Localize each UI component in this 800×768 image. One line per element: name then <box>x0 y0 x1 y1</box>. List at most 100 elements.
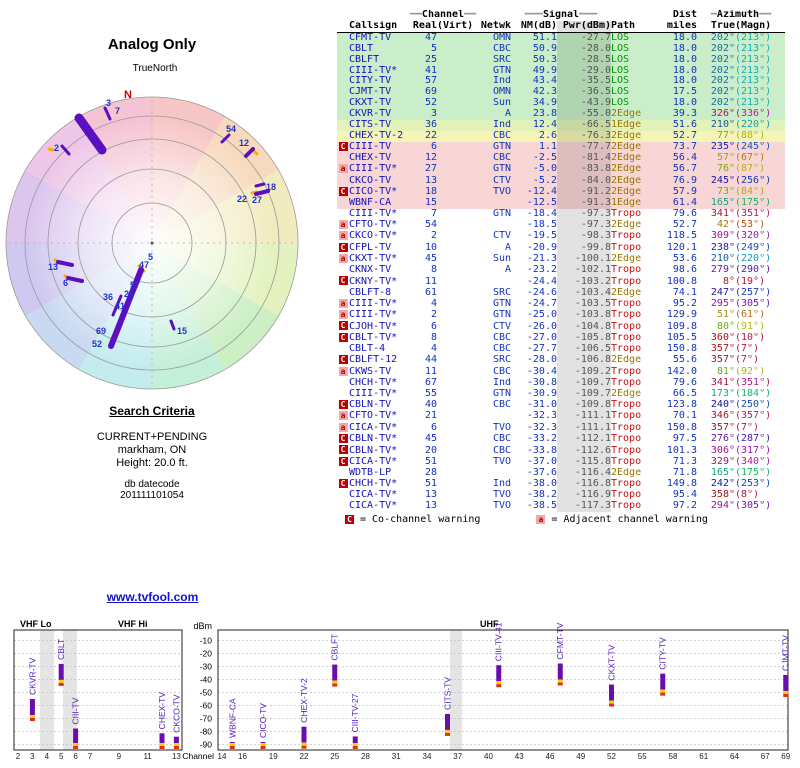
magnetic-azimuth-cell: (351°) <box>735 208 786 220</box>
magnetic-azimuth-cell: (256°) <box>735 175 786 187</box>
callsign-cell: CIII-TV* <box>349 208 409 220</box>
warning-cell: C <box>337 399 349 412</box>
adjacent-channel-warning-icon: a <box>338 422 348 432</box>
bar-callsign-label: CITS-TV <box>443 677 453 710</box>
magnetic-azimuth-cell: (53°) <box>735 219 786 232</box>
signal-bar-tip-yellow <box>352 743 358 746</box>
pwr-dbm-cell: -28.0 <box>557 43 611 55</box>
bar-callsign-label: CBLFT <box>330 634 340 661</box>
real-channel-cell: 52 <box>409 98 437 110</box>
warning-cell: C <box>337 332 349 345</box>
tvfool-link[interactable]: www.tvfool.com <box>106 590 199 604</box>
table-header-row-1: ━━Channel━━ ━━━Signal━━━ Dist ━Azimuth━━ <box>337 10 785 21</box>
virtual-channel-cell <box>437 433 477 446</box>
magnetic-azimuth-cell: (67°) <box>735 153 786 165</box>
callsign-cell: CKXT-TV* <box>349 253 409 266</box>
real-channel-cell: 13 <box>409 490 437 502</box>
radar-signal-marker <box>220 133 231 144</box>
dbm-tick-label: -10 <box>200 636 213 646</box>
network-cell: TVO <box>477 490 511 502</box>
pwr-dbm-cell: -36.5 <box>557 87 611 99</box>
warning-cell: C <box>337 456 349 469</box>
header-cell <box>337 20 349 33</box>
real-channel-cell: 6 <box>409 321 437 333</box>
bar-callsign-label: CKVR-TV <box>27 657 37 695</box>
warning-cell: a <box>337 309 349 322</box>
true-azimuth-cell: 210° <box>697 120 735 131</box>
callsign-cell: CBLN-TV* <box>349 433 409 446</box>
real-channel-cell: 51 <box>409 479 437 491</box>
radar-channel-label: 36 <box>103 292 113 302</box>
table-row: a CICA-TV* 6 TVO -32.3 -111.1 Tropo 150.8 357° (7… <box>337 422 786 434</box>
dbm-tick-label: -80 <box>200 727 213 737</box>
signal-bar-tip-red <box>609 703 614 707</box>
path-cell: Tropo <box>611 366 653 378</box>
radar-signal-marker <box>66 276 84 283</box>
distance-cell: 71.3 <box>653 456 697 469</box>
real-channel-cell: 11 <box>409 366 437 378</box>
nm-db-cell: -33.8 <box>511 445 557 457</box>
table-row: CKNX-TV 8 A -23.2 -102.1 Tropo 98.6 279° (290°) <box>337 265 786 277</box>
table-row: a CFTO-TV* 54 -18.5 -97.3 2Edge 52.7 42° (53°) <box>337 219 786 232</box>
radar-signal-marker <box>74 113 107 155</box>
table-row: C CBLN-TV 40 CBC -31.0 -109.8 Tropo 123.8 240° (2… <box>337 399 786 412</box>
signal-bar-tip-yellow <box>783 690 789 694</box>
virtual-channel-cell <box>437 332 477 345</box>
distance-cell: 51.6 <box>653 120 697 131</box>
radar-sector <box>79 243 152 389</box>
real-channel-cell: 2 <box>409 231 437 243</box>
radar-ring <box>24 115 280 371</box>
table-row: C CHCH-TV* 51 Ind -38.0 -116.8 Tropo 149.8 242°(… <box>337 479 786 491</box>
magnetic-azimuth-cell: (340°) <box>735 456 786 469</box>
dbm-tick-label: -90 <box>200 740 213 750</box>
magnetic-azimuth-cell: (320°) <box>735 231 786 243</box>
path-cell: Tropo <box>611 298 653 310</box>
real-channel-cell: 25 <box>409 54 437 66</box>
pwr-dbm-cell: -84.0 <box>557 175 611 187</box>
distance-cell: 120.1 <box>653 242 697 254</box>
radar-sector <box>152 97 225 243</box>
network-cell: CBC <box>477 332 511 345</box>
chart-panel-border <box>13 629 183 751</box>
network-cell: Ind <box>477 377 511 389</box>
table-row: CHCH-TV* 67 Ind -30.8 -109.7 Tropo 79.6 341° (35… <box>337 377 786 389</box>
warning-cell: a <box>337 411 349 423</box>
callsign-cell: CBLFT <box>349 54 409 66</box>
pwr-dbm-cell: -99.8 <box>557 242 611 254</box>
true-azimuth-cell: 57° <box>697 153 735 165</box>
radar-fade <box>6 97 298 389</box>
real-channel-cell: 67 <box>409 377 437 389</box>
network-cell: A <box>477 265 511 277</box>
adjacent-channel-warning-icon: a <box>338 366 348 376</box>
distance-cell: 18.0 <box>653 76 697 88</box>
path-header: Path <box>611 20 653 33</box>
signal-bar <box>557 663 563 680</box>
distance-cell: 56.7 <box>653 164 697 176</box>
channel-tick-label: 14 <box>218 752 227 761</box>
path-cell: 1Edge <box>611 197 653 209</box>
signal-bar-tip-red <box>557 682 563 686</box>
channel-tick-label: 31 <box>392 752 401 761</box>
true-azimuth-cell: 80° <box>697 321 735 333</box>
path-cell: Tropo <box>611 501 653 513</box>
network-cell: CBC <box>477 433 511 446</box>
callsign-cell: CICA-TV* <box>349 490 409 502</box>
signal-bar <box>609 684 614 701</box>
magnetic-azimuth-cell: (336°) <box>735 109 786 121</box>
dbm-tick-label: -30 <box>200 662 213 672</box>
radar-center-dot <box>150 241 154 245</box>
distance-cell: 18.0 <box>653 32 697 44</box>
distance-cell: 53.6 <box>653 253 697 266</box>
channel-tick-label: 40 <box>484 752 493 761</box>
signal-bar-tip-red <box>159 746 165 749</box>
nm-db-cell: 34.9 <box>511 98 557 110</box>
true-azimuth-cell: 357° <box>697 355 735 367</box>
distance-cell: 52.7 <box>653 130 697 142</box>
radar-sector <box>152 170 298 243</box>
adjacent-channel-warning-icon: a <box>338 219 348 229</box>
distance-cell: 56.4 <box>653 153 697 165</box>
nm-db-cell: -26.0 <box>511 321 557 333</box>
real-channel-cell: 27 <box>409 164 437 176</box>
pwr-dbm-cell: -97.3 <box>557 208 611 220</box>
